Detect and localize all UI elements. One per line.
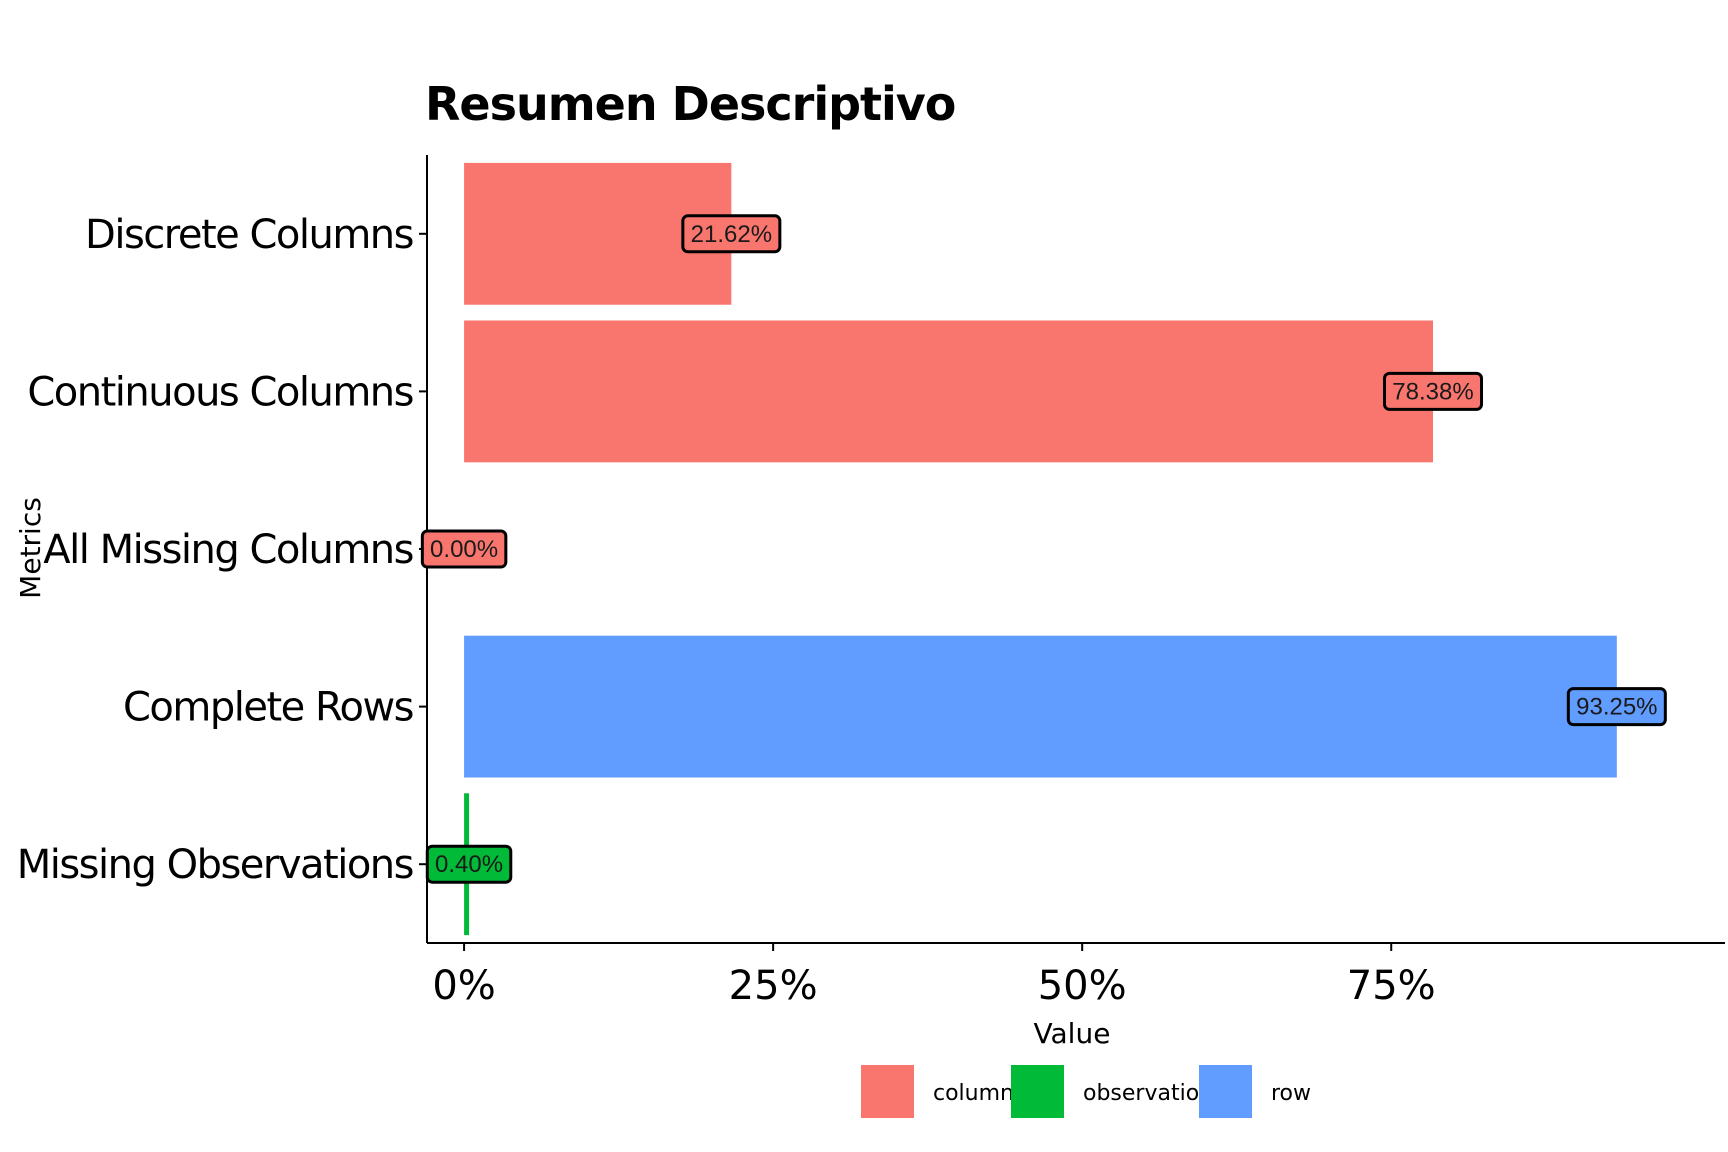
legend-swatch-row	[1199, 1065, 1252, 1118]
data-label-group: 21.62%	[681, 214, 782, 254]
data-label: 0.00%	[430, 536, 498, 563]
data-label-group: 0.40%	[425, 844, 513, 884]
legend: column observation row	[861, 1065, 1311, 1118]
x-tick-label: 25%	[729, 963, 818, 1009]
data-label-box	[425, 844, 513, 884]
data-label-box	[1383, 371, 1484, 411]
x-axis-title: Value	[1034, 1017, 1111, 1050]
data-label-box	[1566, 687, 1667, 727]
data-label: 0.40%	[435, 851, 503, 878]
legend-swatch-observation	[1011, 1065, 1064, 1118]
x-tick-label: 50%	[1038, 963, 1127, 1009]
data-label: 78.38%	[1392, 378, 1473, 405]
category-label: Missing Observations	[17, 842, 413, 888]
bar-column	[464, 320, 1434, 463]
legend-label: observation	[1083, 1081, 1213, 1106]
data-label-box	[681, 214, 782, 254]
legend-label: row	[1271, 1081, 1311, 1106]
legend-label: column	[933, 1081, 1014, 1106]
category-label: Discrete Columns	[85, 212, 413, 258]
data-label-box	[420, 529, 508, 569]
x-tick-label: 75%	[1347, 963, 1436, 1009]
data-label-group: 78.38%	[1383, 371, 1484, 411]
legend-swatch-column	[861, 1065, 914, 1118]
category-label: All Missing Columns	[43, 527, 413, 573]
category-label: Continuous Columns	[27, 369, 413, 415]
bar-row	[464, 635, 1617, 778]
data-label: 93.25%	[1576, 694, 1657, 721]
y-axis-title: Metrics	[14, 497, 47, 599]
plot-area: 0% 25% 50% 75% Discrete Columns 21.62% Continu…	[17, 155, 1725, 1009]
data-label-group: 0.00%	[420, 529, 508, 569]
chart-title: Resumen Descriptivo	[425, 77, 955, 131]
data-label-group: 93.25%	[1566, 687, 1667, 727]
category-label: Complete Rows	[123, 685, 413, 731]
data-label: 21.62%	[691, 221, 772, 248]
x-tick-label: 0%	[432, 963, 495, 1009]
